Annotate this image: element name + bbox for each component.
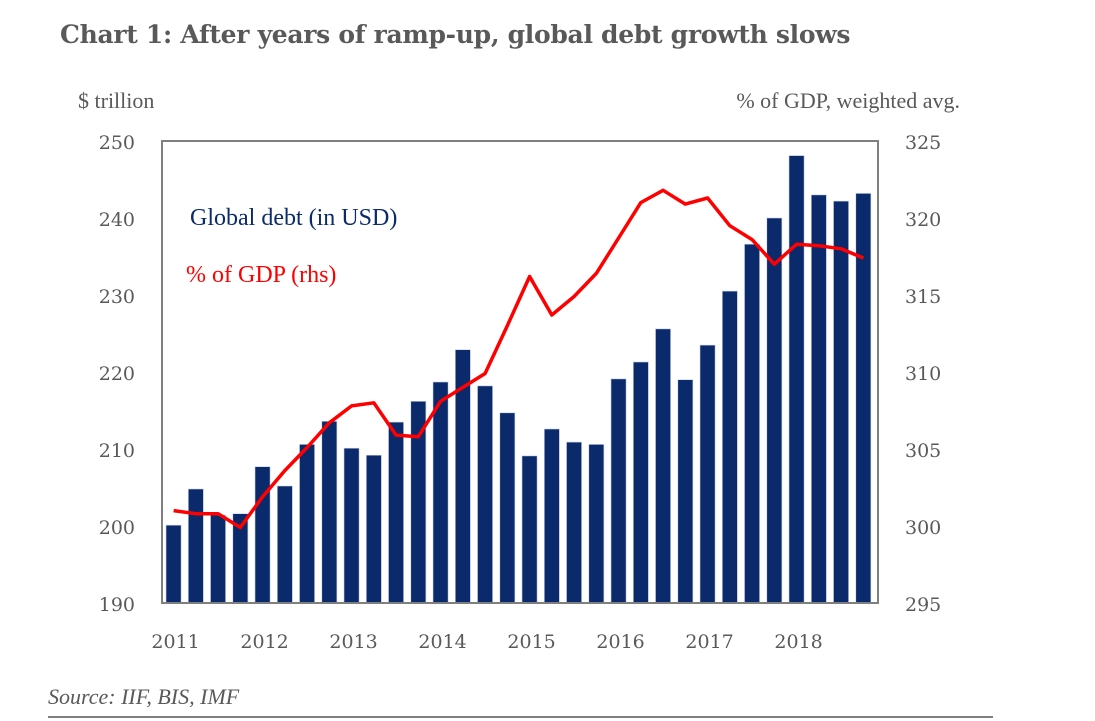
plot-frame [161,140,879,604]
bar-2014Q1 [432,381,449,604]
bar-2013Q3 [388,421,404,604]
left-tick-label: 240 [99,209,135,231]
chart-title: Chart 1: After years of ramp-up, global … [60,20,851,49]
bar-2016Q3 [655,328,671,604]
bar-2012Q4 [321,420,338,604]
bar-2012Q3 [299,444,315,604]
bar-2017Q3 [744,243,760,604]
x-tick-label: 2011 [151,631,199,653]
left-tick-label: 210 [99,440,135,462]
right-tick-label: 315 [905,286,941,308]
bar-2017Q4 [766,217,783,604]
right-axis-label: % of GDP, weighted avg. [736,88,960,113]
bar-2015Q1 [521,455,538,604]
bar-2011Q2 [188,488,204,604]
x-axis-ticks: 2011 2012 2013 2014 2015 2016 2017 2018 [151,631,822,653]
legend-gdp-ratio: % of GDP (rhs) [186,262,336,288]
x-tick-label: 2012 [240,631,288,653]
x-tick-label: 2015 [507,631,555,653]
bar-2012Q2 [276,485,293,604]
x-tick-label: 2016 [596,631,644,653]
right-tick-label: 300 [905,517,941,539]
bar-2015Q3 [566,441,582,604]
right-tick-label: 305 [905,440,941,462]
legend-global-debt: Global debt (in USD) [190,205,397,231]
source-note: Source: IIF, BIS, IMF [48,684,240,709]
left-axis-label: $ trillion [78,88,155,113]
bar-2013Q2 [365,454,382,604]
right-tick-label: 295 [905,594,941,616]
bar-2014Q4 [499,412,516,604]
bar-2013Q4 [410,400,427,604]
bar-2016Q1 [610,378,627,604]
bar-2018Q1 [788,155,805,604]
x-tick-label: 2018 [774,631,822,653]
bar-2014Q3 [477,385,493,604]
bar-2015Q4 [588,444,605,604]
left-tick-label: 220 [99,363,135,385]
bar-2018Q2 [810,194,827,604]
bar-2013Q1 [343,447,360,604]
bar-series [165,155,872,604]
x-tick-label: 2014 [418,631,466,653]
x-tick-label: 2013 [329,631,377,653]
left-tick-label: 190 [99,594,135,616]
left-tick-label: 200 [99,517,135,539]
left-tick-label: 230 [99,286,135,308]
bar-2017Q2 [721,290,738,604]
right-tick-label: 320 [905,209,941,231]
x-tick-label: 2017 [685,631,733,653]
right-tick-label: 325 [905,132,941,154]
bar-2016Q4 [677,379,694,604]
gdp-ratio-line [173,188,864,530]
bar-2015Q2 [543,428,560,604]
right-tick-label: 310 [905,363,941,385]
left-tick-label: 250 [99,132,135,154]
source-divider [48,716,993,718]
bar-2011Q3 [210,514,226,604]
right-axis-ticks: 325 320 315 310 305 300 295 [905,132,941,616]
bar-2017Q1 [699,344,716,604]
left-axis-ticks: 250 240 230 220 210 200 190 [99,132,135,616]
bar-2016Q2 [632,361,649,604]
bar-2012Q1 [254,466,271,604]
bar-2018Q3 [833,200,849,604]
bar-2011Q1 [165,524,182,604]
